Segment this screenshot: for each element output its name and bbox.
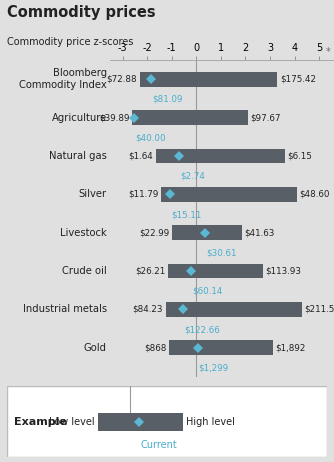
Bar	[98, 413, 183, 431]
Text: $113.93: $113.93	[265, 267, 301, 275]
Text: Gold: Gold	[84, 343, 107, 353]
Bar	[172, 225, 242, 240]
Text: $26.21: $26.21	[135, 267, 166, 275]
Text: $211.51: $211.51	[305, 305, 334, 314]
Text: $15.11: $15.11	[172, 210, 202, 219]
Text: $72.88: $72.88	[107, 75, 137, 84]
Text: $22.99: $22.99	[139, 228, 169, 237]
Text: Agriculture: Agriculture	[52, 113, 107, 122]
Text: Low level: Low level	[49, 417, 95, 426]
Text: $122.66: $122.66	[184, 325, 220, 334]
Text: $6.15: $6.15	[287, 152, 312, 160]
Text: Commodity price z-scores: Commodity price z-scores	[7, 36, 133, 47]
Text: $41.63: $41.63	[244, 228, 275, 237]
Text: $868: $868	[144, 343, 167, 352]
Text: High level: High level	[186, 417, 235, 426]
Text: $60.14: $60.14	[193, 287, 223, 296]
Bar	[156, 149, 285, 163]
Text: $1.64: $1.64	[129, 152, 153, 160]
Text: Example: Example	[14, 417, 66, 426]
Bar	[169, 340, 273, 355]
Text: Bloomberg
Commodity Index: Bloomberg Commodity Index	[19, 68, 107, 90]
Text: Crude oil: Crude oil	[62, 266, 107, 276]
Text: Commodity prices: Commodity prices	[7, 5, 155, 20]
Text: $30.61: $30.61	[206, 249, 236, 257]
Text: $1,299: $1,299	[199, 364, 229, 372]
Text: $81.09: $81.09	[152, 95, 182, 104]
Bar	[168, 264, 263, 278]
Text: $175.42: $175.42	[280, 75, 316, 84]
FancyBboxPatch shape	[7, 386, 327, 457]
Text: $39.89: $39.89	[100, 113, 130, 122]
Text: $48.60: $48.60	[300, 190, 330, 199]
Bar	[140, 72, 278, 86]
Text: $2.74: $2.74	[180, 172, 205, 181]
Text: $84.23: $84.23	[133, 305, 163, 314]
Text: *: *	[325, 48, 330, 57]
Text: Industrial metals: Industrial metals	[23, 304, 107, 315]
Text: Silver: Silver	[79, 189, 107, 199]
Text: $1,892: $1,892	[275, 343, 305, 352]
Bar	[166, 302, 302, 316]
Bar	[132, 110, 248, 125]
Text: $97.67: $97.67	[250, 113, 281, 122]
Text: $40.00: $40.00	[135, 134, 165, 142]
Text: Current: Current	[141, 440, 177, 450]
Text: Natural gas: Natural gas	[49, 151, 107, 161]
Text: $11.79: $11.79	[128, 190, 158, 199]
Text: Livestock: Livestock	[60, 228, 107, 237]
Bar	[161, 187, 297, 201]
